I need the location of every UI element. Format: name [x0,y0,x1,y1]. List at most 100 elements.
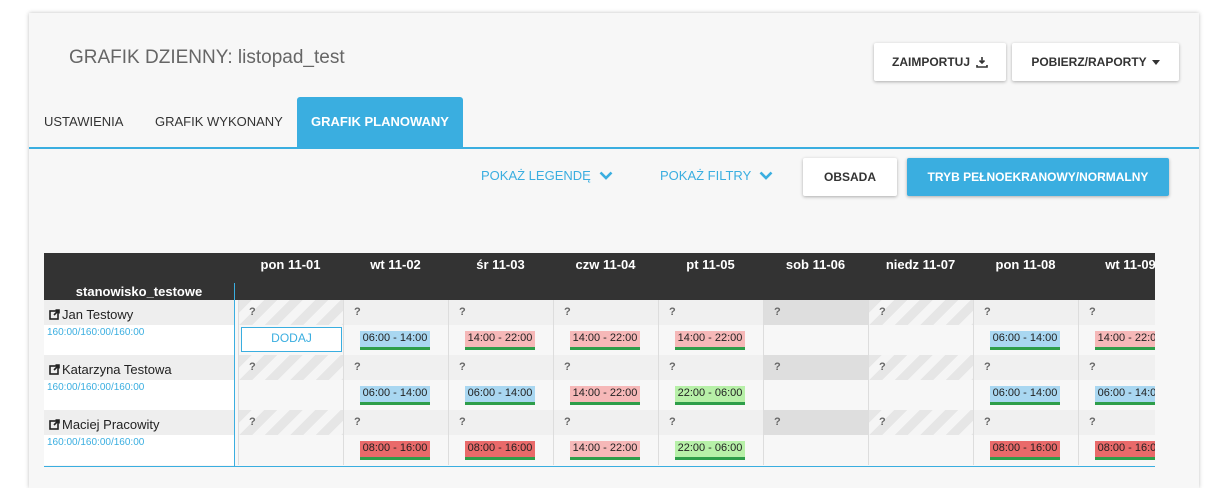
shift-badge[interactable]: 08:00 - 16:00 [360,441,430,460]
station-header: stanowisko_testowe [44,253,236,300]
day-header: wt 11-09 [1105,257,1155,272]
day-header: pon 11-01 [260,257,321,272]
shift-badge[interactable]: 06:00 - 14:00 [360,331,430,350]
schedule-cell[interactable]: ? 08:00 - 16:00 [1078,410,1155,465]
shift-badge[interactable]: 14:00 - 22:00 [465,331,535,350]
cell-status-bar: ? [659,300,763,325]
shift-badge[interactable]: 22:00 - 06:00 [675,441,745,460]
import-button[interactable]: ZAIMPORTUJ [874,43,1006,81]
question-mark: ? [669,361,676,373]
shift-badge[interactable]: 06:00 - 14:00 [465,386,535,405]
question-mark: ? [1089,416,1096,428]
shift-badge[interactable]: 08:00 - 16:00 [1095,441,1155,460]
schedule-cell[interactable]: ? DODAJ [238,300,343,355]
shift-badge[interactable]: 08:00 - 16:00 [990,441,1060,460]
employee-row-header: Katarzyna Testowa 160:00/160:00/160:00 [44,355,234,410]
employee-hours: 160:00/160:00/160:00 [47,382,145,393]
schedule-cell[interactable]: ? 14:00 - 22:00 [1078,300,1155,355]
question-mark: ? [564,306,571,318]
question-mark: ? [984,361,991,373]
import-label: ZAIMPORTUJ [892,55,970,69]
tab-planned-schedule[interactable]: GRAFIK PLANOWANY [297,97,463,147]
cell-status-bar: ? [239,410,343,435]
question-mark: ? [774,361,781,373]
schedule-cell[interactable]: ? 06:00 - 14:00 [973,355,1078,410]
question-mark: ? [459,416,466,428]
employee-name-link[interactable]: Maciej Pracowity [49,417,160,432]
cell-status-bar: ? [239,355,343,380]
cell-status-bar: ? [239,300,343,325]
cell-status-bar: ? [344,355,448,380]
import-icon [976,56,988,68]
schedule-cell[interactable]: ? 14:00 - 22:00 [658,300,763,355]
schedule-cell[interactable]: ? 14:00 - 22:00 [553,410,658,465]
question-mark: ? [879,306,886,318]
question-mark: ? [249,306,256,318]
shift-badge[interactable]: 06:00 - 14:00 [990,386,1060,405]
caret-down-icon [1151,59,1160,65]
day-header: śr 11-03 [476,257,525,272]
employee-name-link[interactable]: Katarzyna Testowa [49,362,172,377]
question-mark: ? [564,416,571,428]
shift-badge[interactable]: 14:00 - 22:00 [570,331,640,350]
schedule-cell[interactable]: ? 14:00 - 22:00 [448,300,553,355]
schedule-cell[interactable]: ? 14:00 - 22:00 [553,355,658,410]
schedule-cell[interactable]: ? 06:00 - 14:00 [448,355,553,410]
show-filters-toggle[interactable]: POKAŻ FILTRY [660,168,773,183]
schedule-cell[interactable]: ? 14:00 - 22:00 [553,300,658,355]
grid-divider [234,283,235,467]
schedule-cell[interactable]: ? 22:00 - 06:00 [658,355,763,410]
page-title: GRAFIK DZIENNY: listopad_test [69,47,345,68]
shift-badge[interactable]: 08:00 - 16:00 [465,441,535,460]
schedule-cell[interactable]: ? 08:00 - 16:00 [343,410,448,465]
tab-settings[interactable]: USTAWIENIA [44,97,123,147]
schedule-cell[interactable]: ? 08:00 - 16:00 [973,410,1078,465]
external-link-icon [49,419,60,430]
cell-status-bar: ? [869,300,973,325]
show-legend-toggle[interactable]: POKAŻ LEGENDĘ [481,168,613,183]
cell-status-bar: ? [554,410,658,435]
cell-status-bar: ? [344,410,448,435]
shift-badge[interactable]: 22:00 - 06:00 [675,386,745,405]
tab-label: USTAWIENIA [44,114,124,129]
show-filters-label: POKAŻ FILTRY [660,168,752,183]
schedule-cell[interactable]: ? 06:00 - 14:00 [343,300,448,355]
schedule-cell[interactable]: ? 22:00 - 06:00 [658,410,763,465]
shift-badge[interactable]: 14:00 - 22:00 [570,386,640,405]
employee-name: Maciej Pracowity [62,417,160,432]
schedule-cell[interactable]: ? 06:00 - 14:00 [1078,355,1155,410]
shift-badge[interactable]: 14:00 - 22:00 [1095,331,1155,350]
obsada-button[interactable]: OBSADA [803,158,897,196]
schedule-cell[interactable]: ? 06:00 - 14:00 [973,300,1078,355]
tab-bar: USTAWIENIA GRAFIK WYKONANY GRAFIK PLANOW… [29,97,1199,149]
add-shift-button[interactable]: DODAJ [241,327,342,352]
schedule-cell[interactable]: ? [868,410,973,465]
schedule-cell[interactable]: ? [238,410,343,465]
shift-badge[interactable]: 06:00 - 14:00 [360,386,430,405]
schedule-cell[interactable]: ? [763,355,868,410]
schedule-cell[interactable]: ? 06:00 - 14:00 [343,355,448,410]
reports-dropdown-button[interactable]: POBIERZ/RAPORTY [1012,43,1179,81]
schedule-cell[interactable]: ? [763,300,868,355]
shift-badge[interactable]: 14:00 - 22:00 [570,441,640,460]
chevron-down-icon [599,171,613,180]
schedule-cell[interactable]: ? [868,355,973,410]
question-mark: ? [774,416,781,428]
cell-status-bar: ? [869,410,973,435]
day-header: niedz 11-07 [885,257,956,272]
cell-status-bar: ? [1079,355,1155,380]
shift-badge[interactable]: 06:00 - 14:00 [1095,386,1155,405]
schedule-cell[interactable]: ? [868,300,973,355]
shift-badge[interactable]: 14:00 - 22:00 [675,331,745,350]
day-header: sob 11-06 [785,257,846,272]
fullscreen-toggle-button[interactable]: TRYB PEŁNOEKRANOWY/NORMALNY [907,158,1169,196]
tab-executed-schedule[interactable]: GRAFIK WYKONANY [155,97,283,147]
employee-name-link[interactable]: Jan Testowy [49,307,133,322]
tab-label: GRAFIK PLANOWANY [311,114,449,129]
cell-status-bar: ? [659,355,763,380]
grid-header: stanowisko_testowe pon 11-01 wt 11-02 śr 1… [44,253,1155,300]
schedule-cell[interactable]: ? [238,355,343,410]
schedule-cell[interactable]: ? 08:00 - 16:00 [448,410,553,465]
schedule-cell[interactable]: ? [763,410,868,465]
shift-badge[interactable]: 06:00 - 14:00 [990,331,1060,350]
